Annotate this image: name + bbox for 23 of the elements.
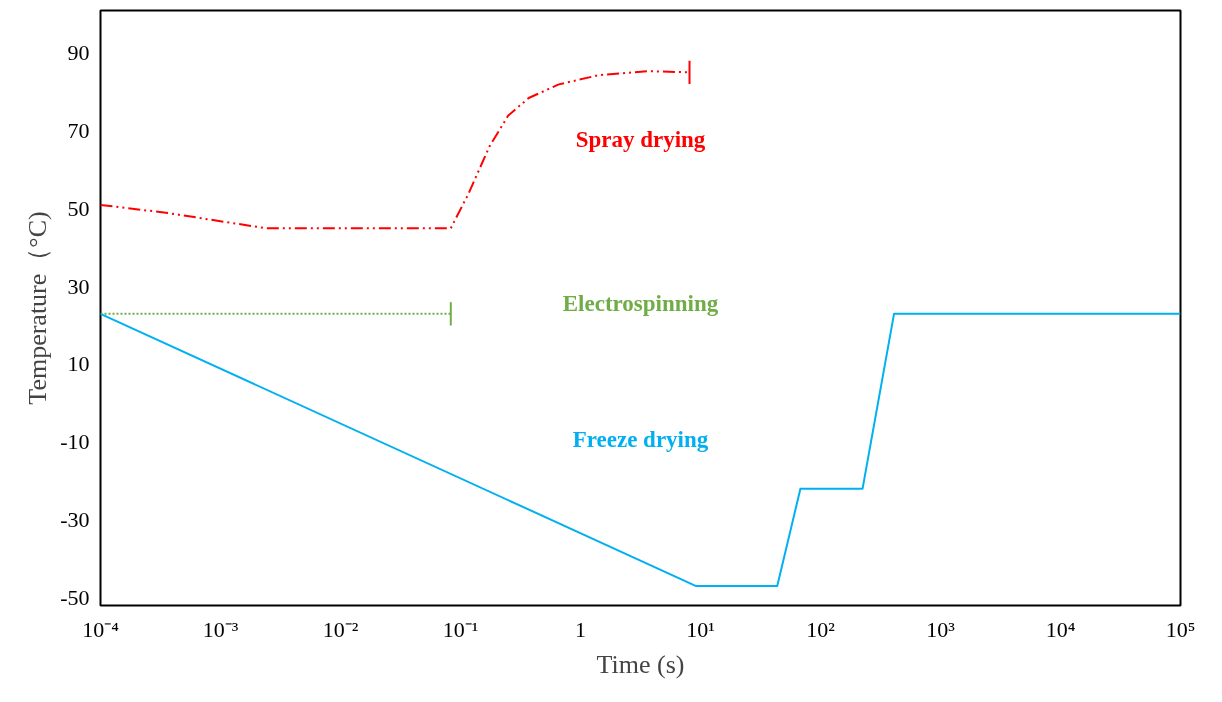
x-tick-label: 10⁵ bbox=[1165, 616, 1196, 642]
x-tick-label: 10⁻¹ bbox=[442, 616, 479, 642]
y-tick-label: 70 bbox=[67, 118, 90, 144]
text: Electrospinning bbox=[562, 291, 719, 317]
x-tick-label: 10³ bbox=[926, 616, 956, 642]
x-tick-label: 10⁴ bbox=[1045, 616, 1076, 642]
x-tick-label: 10² bbox=[806, 616, 836, 642]
x-tick-label: 10⁻³ bbox=[202, 616, 239, 642]
series-label: Spray drying bbox=[575, 127, 706, 153]
y-tick-label: 10 bbox=[67, 351, 90, 377]
y-axis-title: Temperature（°C) bbox=[23, 211, 53, 405]
x-tick-label: 10¹ bbox=[686, 616, 715, 642]
x-axis-title: Time (s) bbox=[596, 649, 685, 679]
x-tick-label: 1 bbox=[575, 616, 586, 642]
y-tick-label: 90 bbox=[67, 40, 90, 66]
y-tick-label: -10 bbox=[60, 429, 90, 455]
x-tick-label: 10⁻² bbox=[322, 616, 359, 642]
y-tick-label: 50 bbox=[67, 195, 90, 221]
y-tick-label: -50 bbox=[60, 584, 90, 610]
y-tick-label: 30 bbox=[67, 273, 90, 299]
x-tick-label: 10⁻⁴ bbox=[82, 616, 120, 642]
y-tick-label: -30 bbox=[60, 506, 90, 532]
text: Freeze drying bbox=[572, 427, 709, 453]
